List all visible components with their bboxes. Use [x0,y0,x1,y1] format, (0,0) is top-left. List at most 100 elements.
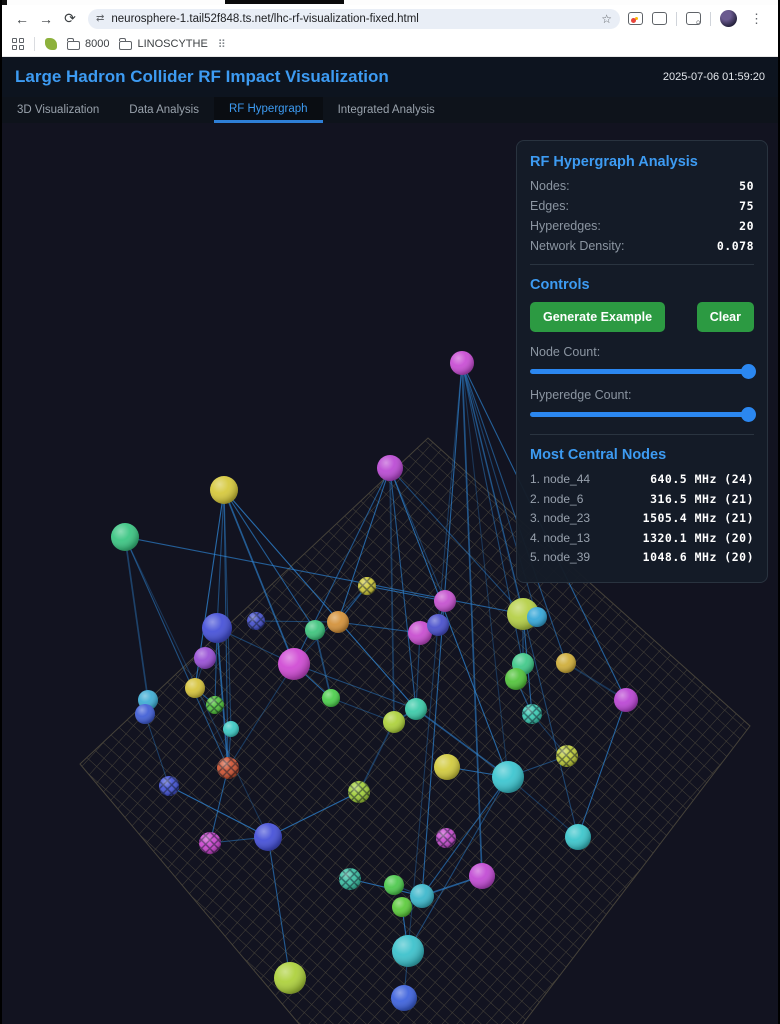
panel-title: RF Hypergraph Analysis [530,154,698,170]
graph-node[interactable] [185,678,205,698]
central-node-name: 5. node_39 [530,550,591,564]
bookmark-folder-8000[interactable]: 8000 [66,37,109,50]
graph-node[interactable] [358,577,376,595]
graph-node[interactable] [202,613,232,643]
graph-node[interactable] [469,863,495,889]
graph-node[interactable] [322,689,340,707]
central-node-value: 640.5 MHz (24) [650,472,754,486]
clear-button[interactable]: Clear [696,302,754,332]
graph-node[interactable] [274,962,306,994]
central-node-name: 4. node_13 [530,530,591,545]
tab-data-analysis[interactable]: Data Analysis [129,104,199,116]
graph-node[interactable] [556,653,576,673]
graph-node[interactable] [410,884,434,908]
tab-rf-hypergraph[interactable]: RF Hypergraph [213,97,323,123]
graph-node[interactable] [527,607,547,627]
graph-node[interactable] [206,696,224,714]
graph-node[interactable] [408,621,432,645]
graph-node[interactable] [339,868,361,890]
graph-node[interactable] [210,476,238,504]
tab-strip-sliver [225,0,344,4]
slider-thumb[interactable] [741,407,756,422]
graph-edge [144,713,170,787]
bookmarks-separator [34,37,35,51]
graph-node[interactable] [434,754,460,780]
graph-node[interactable] [327,611,349,633]
url-text[interactable]: neurosphere-1.tail52f848.ts.net/lhc-rf-v… [111,12,419,25]
central-node-value: 1048.6 MHz (20) [642,550,754,564]
tab-bar: 3D Visualization Data Analysis RF Hyperg… [2,97,778,123]
profile-avatar[interactable] [720,10,737,27]
node-count-label: Node Count: [530,345,601,359]
graph-node[interactable] [247,612,265,630]
graph-node[interactable] [305,620,325,640]
titlebar [2,0,778,9]
apps-grid-icon[interactable] [12,38,24,50]
bookmark-star-icon[interactable]: ☆ [601,11,612,26]
tab-3d-visualization[interactable]: 3D Visualization [17,104,100,116]
graph-node[interactable] [384,875,404,895]
graph-node[interactable] [556,745,578,767]
site-settings-icon[interactable]: ⇄ [96,13,105,24]
green-favicon-bookmark[interactable] [45,38,57,50]
graph-node[interactable] [436,828,456,848]
graph-edge [407,776,509,952]
graph-node[interactable] [427,614,449,636]
graph-edge [223,489,295,665]
graph-node[interactable] [111,523,139,551]
graph-node[interactable] [405,698,427,720]
tab-integrated-analysis[interactable]: Integrated Analysis [337,104,435,116]
graph-node[interactable] [159,776,179,796]
graph-edge [389,467,446,602]
media-extension-icon[interactable] [628,12,643,25]
stat-value: 75 [739,199,754,213]
central-node-row: 4. node_13 1320.1 MHz (20) [530,531,754,545]
bookmark-folder-linoscythe[interactable]: LINOSCYTHE [119,37,208,50]
stat-label: Hyperedges: [530,219,601,233]
graph-node[interactable] [377,455,403,481]
graph-edge [168,785,269,838]
graph-node[interactable] [614,688,638,712]
graph-node[interactable] [199,832,221,854]
graph-node[interactable] [505,668,527,690]
graph-node[interactable] [217,757,239,779]
bookmark-overflow-icon[interactable]: ⠿ [217,38,227,51]
stat-value: 50 [739,179,754,193]
graph-node[interactable] [565,824,591,850]
graph-edge [461,362,567,664]
graph-node[interactable] [194,647,216,669]
web-page: Large Hadron Collider RF Impact Visualiz… [2,57,778,1024]
section-divider [530,264,754,265]
node-count-slider[interactable] [530,363,756,380]
graph-node[interactable] [223,721,239,737]
graph-node[interactable] [348,781,370,803]
graph-node[interactable] [492,761,524,793]
graph-node[interactable] [254,823,282,851]
section-divider [530,434,754,435]
graph-node[interactable] [522,704,542,724]
graph-edge [209,767,229,844]
graph-node[interactable] [450,351,474,375]
hyperedge-count-slider[interactable] [530,406,756,423]
stat-label: Network Density: [530,239,625,253]
graph-node[interactable] [392,897,412,917]
slider-thumb[interactable] [741,364,756,379]
graph-node[interactable] [278,648,310,680]
generate-example-button[interactable]: Generate Example [530,302,666,332]
extensions-icon[interactable] [652,12,667,25]
hypergraph-canvas[interactable]: RF Hypergraph Analysis Nodes: 50 Edges: … [2,123,778,1024]
graph-edge [223,489,316,631]
reload-icon[interactable]: ⟳ [64,10,76,26]
back-icon[interactable]: ← [15,10,29,27]
graph-node[interactable] [434,590,456,612]
side-search-icon[interactable] [686,12,701,28]
forward-icon[interactable]: → [39,10,53,27]
browser-menu-icon[interactable]: ⋮ [750,10,763,26]
graph-node[interactable] [383,711,405,733]
graph-node[interactable] [135,704,155,724]
central-node-value: 1505.4 MHz (21) [642,511,754,525]
graph-node[interactable] [392,935,424,967]
graph-node[interactable] [391,985,417,1011]
graph-edge [293,663,417,710]
address-bar[interactable]: ⇄ neurosphere-1.tail52f848.ts.net/lhc-rf… [88,8,620,29]
